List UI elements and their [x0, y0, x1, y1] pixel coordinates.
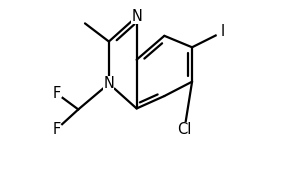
Text: F: F	[52, 86, 60, 101]
Circle shape	[103, 77, 115, 90]
Text: Cl: Cl	[177, 122, 192, 137]
Circle shape	[217, 26, 229, 38]
Text: I: I	[220, 24, 225, 40]
Text: N: N	[131, 9, 142, 24]
Text: N: N	[103, 76, 114, 91]
Circle shape	[130, 10, 143, 23]
Circle shape	[50, 87, 62, 99]
Circle shape	[50, 123, 62, 136]
Text: F: F	[52, 122, 60, 137]
Circle shape	[178, 123, 190, 136]
